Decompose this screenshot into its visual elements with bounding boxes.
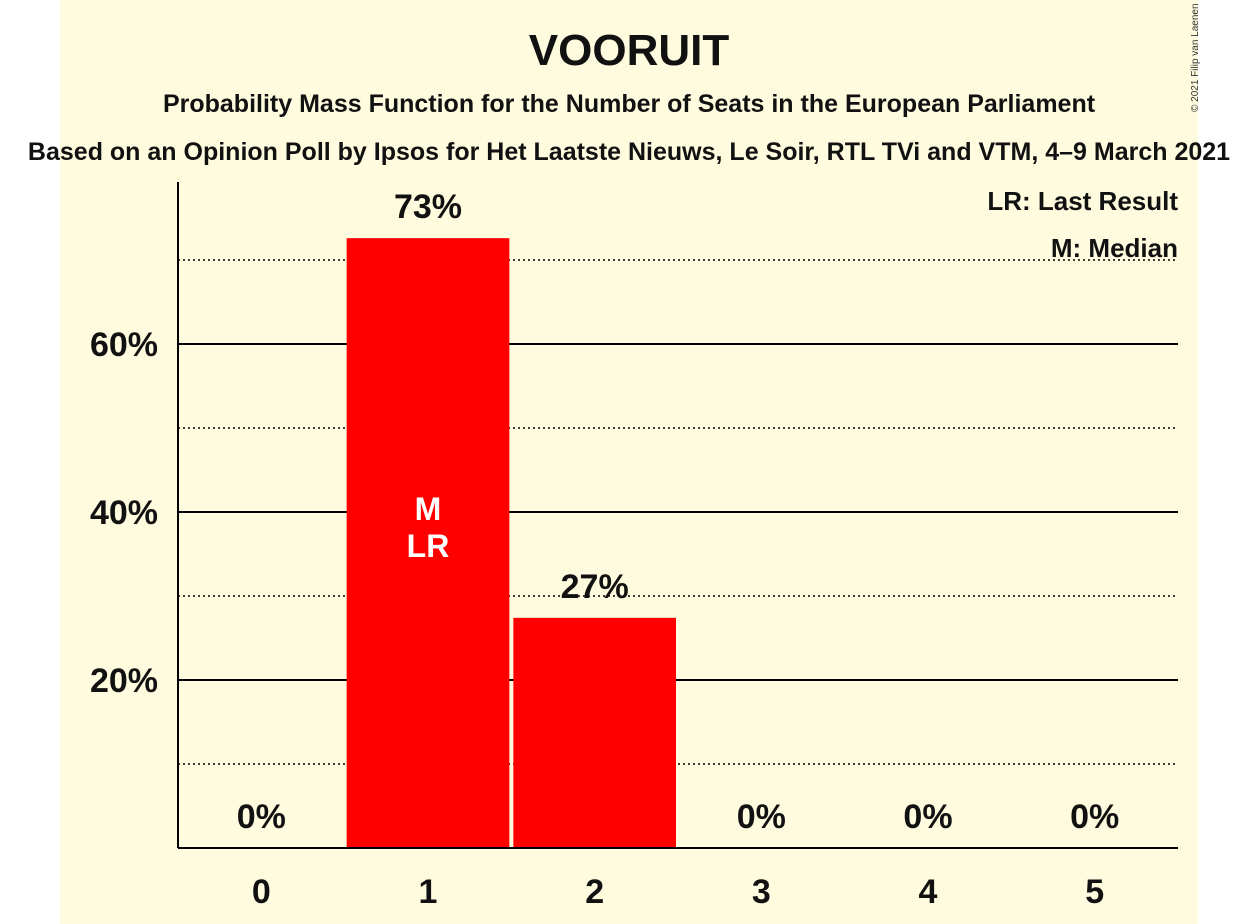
y-tick-label: 20%: [90, 662, 158, 700]
x-tick-label-4: 4: [919, 873, 938, 911]
value-label-1: 73%: [394, 188, 462, 226]
bars: [346, 238, 676, 848]
legend-last-result: LR: Last Result: [987, 186, 1178, 216]
bar-annotation-lr: LR: [407, 528, 450, 564]
x-tick-label-2: 2: [585, 873, 604, 911]
bar-annotation-m: M: [415, 491, 442, 527]
value-label-2: 27%: [561, 568, 629, 606]
legend-median: M: Median: [1051, 233, 1178, 263]
chart-source: Based on an Opinion Poll by Ipsos for He…: [27, 138, 1231, 166]
x-tick-label-5: 5: [1085, 873, 1104, 911]
y-tick-label: 60%: [90, 326, 158, 364]
x-tick-label-3: 3: [752, 873, 771, 911]
y-tick-label: 40%: [90, 494, 158, 532]
chart-subtitle: Probability Mass Function for the Number…: [162, 90, 1096, 118]
value-label-0: 0%: [237, 798, 286, 836]
value-label-5: 0%: [1070, 798, 1119, 836]
bar-2: [513, 617, 676, 848]
value-label-3: 0%: [737, 798, 786, 836]
legend: LR: Last Result M: Median: [987, 186, 1178, 263]
x-tick-label-0: 0: [252, 873, 271, 911]
value-label-4: 0%: [903, 798, 952, 836]
bar-1: [346, 238, 510, 848]
axes: [177, 182, 1178, 849]
gridlines: [178, 259, 1178, 765]
x-tick-label-1: 1: [419, 873, 438, 911]
chart-title: VOORUIT: [528, 26, 730, 75]
